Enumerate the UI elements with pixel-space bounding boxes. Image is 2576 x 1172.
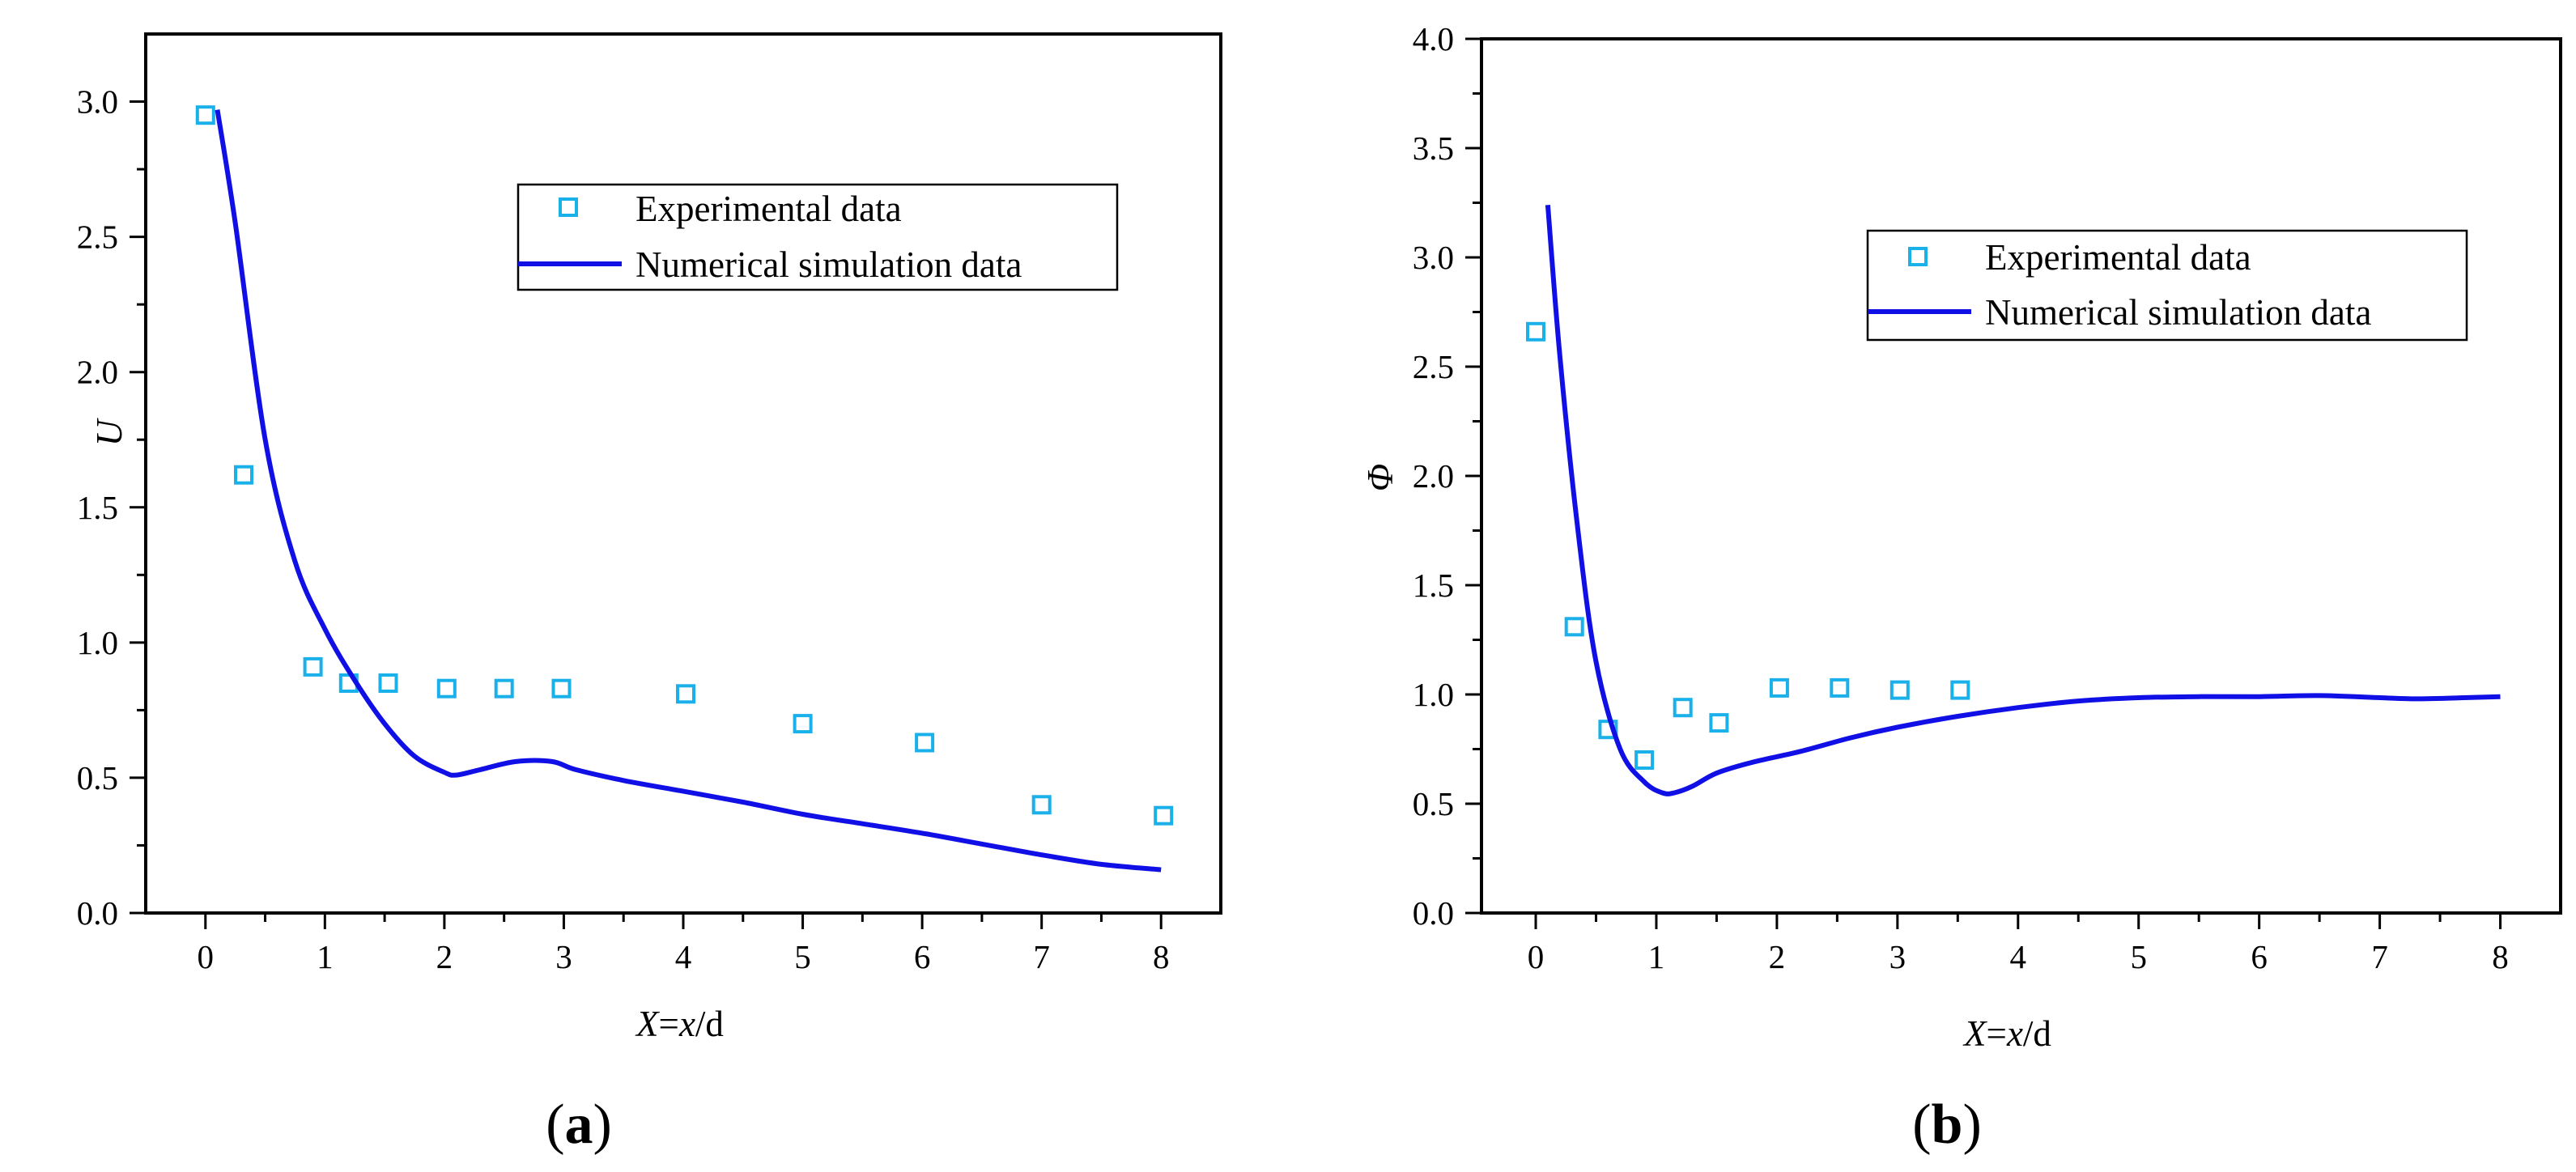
- x-tick-label: 6: [2251, 938, 2268, 975]
- legend-marker-experimental: [559, 197, 578, 217]
- data-point-experimental: [436, 678, 457, 699]
- x-tick-label: 8: [2492, 938, 2509, 975]
- y-axis-title-a: U: [89, 418, 130, 446]
- x-tick-label: 6: [914, 938, 931, 975]
- x-axis-title-a: X=x/d: [635, 1004, 724, 1044]
- x-tick-label: 0: [1528, 938, 1545, 975]
- y-tick-label: 4.0: [1413, 20, 1454, 57]
- data-point-experimental: [551, 678, 572, 699]
- axes-b: 0 1 2 3 4 5 6 7 8 0.0 0.5 1.0 1.5 2.0 2.5 3.0 3.5 4.0: [1413, 20, 2562, 975]
- data-point-experimental: [303, 656, 323, 677]
- data-point-experimental: [1564, 617, 1584, 637]
- data-point-experimental: [378, 673, 398, 693]
- x-tick-label: 3: [1889, 938, 1906, 975]
- x-tick-label: 5: [2130, 938, 2147, 975]
- data-point-experimental: [1526, 321, 1545, 342]
- legend-label-experimental: Experimental data: [635, 189, 902, 229]
- x-tick-label: 4: [2010, 938, 2027, 975]
- x-axis-title-a-text: X=x/d: [635, 1004, 724, 1044]
- series-line-simulation: [215, 109, 1162, 873]
- legend-box: [516, 183, 1119, 291]
- data-point-experimental: [1154, 805, 1174, 826]
- panel-letter-a: a: [565, 1093, 593, 1156]
- legend-label-simulation: Numerical simulation data: [635, 244, 1022, 285]
- y-tick-label: 3.5: [1413, 130, 1454, 167]
- y-tick-label: 0.5: [77, 759, 118, 796]
- x-tick-label: 2: [436, 938, 453, 975]
- data-point-experimental: [793, 714, 813, 734]
- plot-area-b: [1526, 204, 2501, 796]
- y-tick-label: 0.5: [1413, 785, 1454, 822]
- y-tick-label: 0.0: [1413, 894, 1454, 932]
- chart-panel-a: 0 1 2 3 4 5 6 7 8 0.0 0.5 1.0 1.5 2.0 2.5 3.0 Experimen…: [77, 32, 1222, 1156]
- data-point-experimental: [195, 105, 215, 125]
- y-tick-label: 3.0: [1413, 239, 1454, 276]
- panel-letter-b: b: [1932, 1093, 1963, 1156]
- data-point-experimental: [915, 732, 935, 753]
- x-tick-label: 4: [675, 938, 692, 975]
- data-point-experimental: [494, 678, 514, 699]
- y-tick-label: 2.0: [1413, 457, 1454, 495]
- chart-panel-b: 0 1 2 3 4 5 6 7 8 0.0 0.5 1.0 1.5 2.0 2.5 3.0 3.5 4.0 Exp…: [1360, 20, 2562, 1156]
- data-point-experimental: [1673, 698, 1693, 718]
- x-tick-label: 1: [1648, 938, 1665, 975]
- x-tick-label: 3: [555, 938, 572, 975]
- x-tick-label: 7: [1033, 938, 1050, 975]
- data-point-experimental: [1634, 750, 1655, 770]
- legend-box: [1866, 229, 2468, 342]
- plot-area-a: [195, 105, 1174, 873]
- y-tick-label: 2.0: [77, 354, 118, 391]
- data-point-experimental: [1709, 713, 1729, 733]
- data-point-experimental: [234, 465, 253, 485]
- y-tick-label: 1.5: [77, 489, 118, 526]
- y-tick-label: 1.5: [1413, 567, 1454, 604]
- data-point-experimental: [1830, 677, 1850, 698]
- legend-label-experimental: Experimental data: [1985, 237, 2251, 278]
- x-axis-title-b-text: X=x/d: [1962, 1013, 2051, 1054]
- x-tick-label: 7: [2371, 938, 2388, 975]
- y-axis-title-b: Φ: [1360, 464, 1401, 491]
- data-point-experimental: [676, 684, 695, 704]
- x-axis-title-b: X=x/d: [1962, 1013, 2051, 1054]
- legend-b: Experimental data Numerical simulation d…: [1866, 229, 2468, 342]
- x-tick-label: 5: [794, 938, 811, 975]
- x-tick-label: 0: [198, 938, 215, 975]
- legend-label-simulation: Numerical simulation data: [1985, 292, 2371, 333]
- panel-label-a: (a): [546, 1093, 612, 1156]
- x-tick-label: 1: [317, 938, 334, 975]
- legend-marker-experimental: [1908, 247, 1928, 266]
- x-tick-label: 8: [1153, 938, 1170, 975]
- data-point-experimental: [1950, 680, 1970, 700]
- y-tick-label: 2.5: [1413, 348, 1454, 385]
- data-point-experimental: [1031, 795, 1052, 815]
- axes-a: 0 1 2 3 4 5 6 7 8 0.0 0.5 1.0 1.5 2.0 2.5 3.0: [77, 32, 1222, 975]
- series-line-simulation: [1545, 204, 2501, 796]
- data-point-experimental: [1769, 677, 1789, 698]
- data-point-experimental: [1889, 680, 1910, 700]
- y-tick-label: 2.5: [77, 219, 118, 256]
- panel-label-b: (b): [1912, 1093, 1982, 1156]
- legend-a: Experimental data Numerical simulation d…: [516, 183, 1119, 291]
- y-tick-label: 0.0: [77, 894, 118, 932]
- y-tick-label: 3.0: [77, 83, 118, 121]
- y-tick-label: 1.0: [77, 624, 118, 661]
- x-tick-label: 2: [1769, 938, 1786, 975]
- y-tick-label: 1.0: [1413, 676, 1454, 713]
